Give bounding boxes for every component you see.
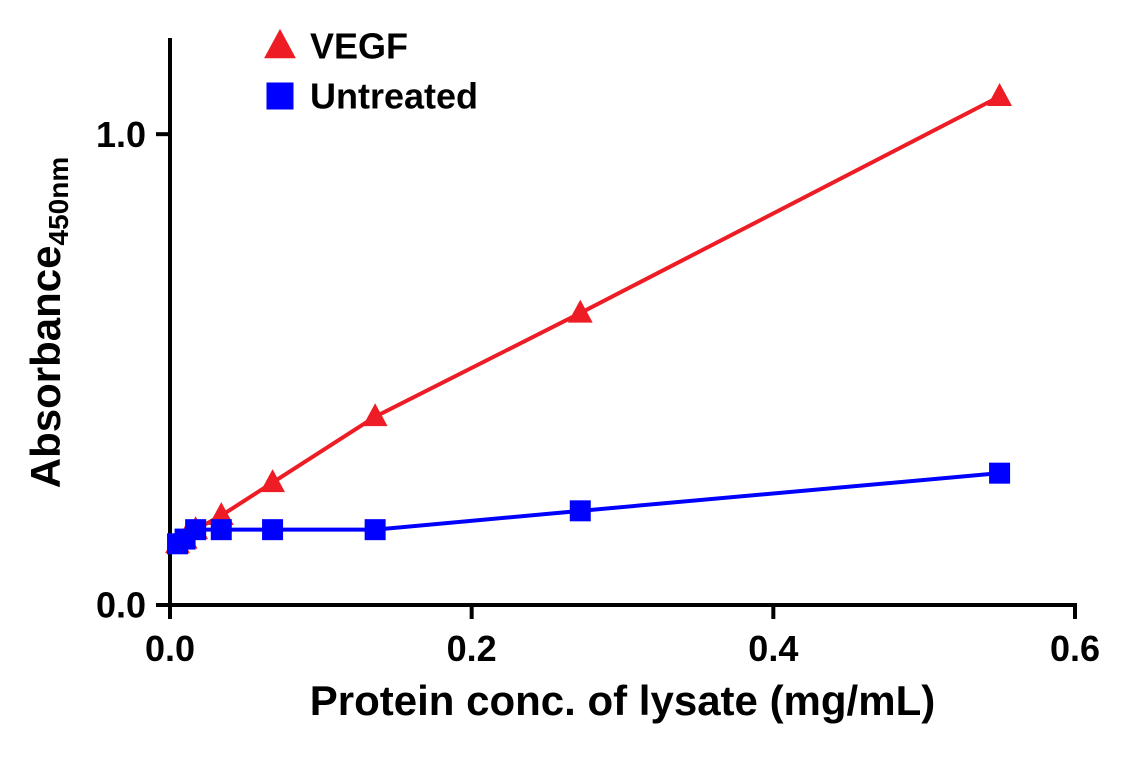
x-axis-label: Protein conc. of lysate (mg/mL) [310,677,935,724]
x-tick-label: 0.4 [748,628,798,669]
x-tick-label: 0.2 [447,628,497,669]
legend-label: Untreated [310,76,478,117]
absorbance-chart: 0.0 0.2 0.4 0.6 0.0 1.0 Protein conc. of lysat… [0,0,1141,768]
x-tick-label: 0.0 [145,628,195,669]
x-tick-label: 0.6 [1050,628,1100,669]
y-tick-label: 1.0 [96,114,146,155]
y-tick-label: 0.0 [96,585,146,626]
legend-label: VEGF [310,26,408,67]
